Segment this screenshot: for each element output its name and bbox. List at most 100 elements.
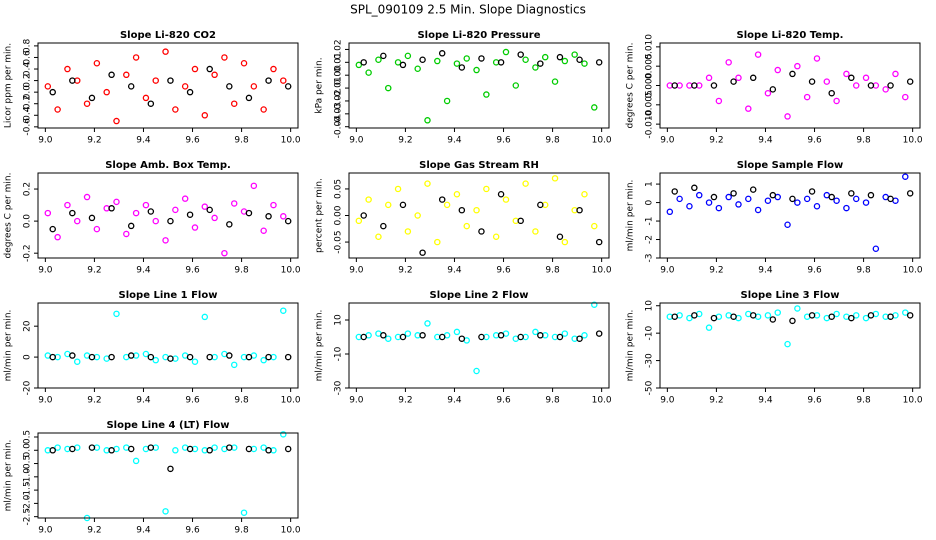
y-axis-label: kPa per min. bbox=[315, 57, 325, 113]
point bbox=[833, 197, 840, 204]
point bbox=[725, 193, 732, 201]
x-tick-label: 9.4 bbox=[447, 266, 462, 276]
x-tick-label: 9.8 bbox=[545, 396, 560, 406]
point bbox=[443, 97, 451, 105]
point bbox=[191, 224, 199, 231]
panel-title: Slope Line 1 Flow bbox=[119, 290, 218, 301]
point bbox=[581, 60, 588, 67]
point bbox=[123, 230, 130, 238]
point bbox=[754, 206, 762, 214]
point bbox=[142, 201, 150, 209]
point bbox=[591, 301, 598, 308]
y-axis-label: ml/min per min. bbox=[4, 440, 14, 512]
point bbox=[284, 353, 292, 361]
point bbox=[226, 221, 233, 228]
point bbox=[103, 88, 110, 96]
point bbox=[108, 447, 115, 454]
point bbox=[230, 200, 238, 207]
point bbox=[147, 444, 155, 451]
point bbox=[284, 445, 292, 453]
x-tick-label: 9.0 bbox=[38, 396, 53, 406]
point bbox=[745, 105, 752, 112]
point bbox=[551, 78, 559, 85]
point bbox=[794, 62, 801, 70]
x-tick-label: 9.6 bbox=[496, 266, 511, 276]
plot-frame bbox=[37, 302, 299, 389]
point bbox=[265, 447, 272, 454]
point bbox=[226, 352, 233, 359]
point bbox=[691, 312, 698, 319]
point bbox=[478, 55, 485, 62]
point bbox=[360, 59, 367, 66]
x-tick-label: 9.8 bbox=[234, 266, 249, 276]
point bbox=[147, 100, 155, 107]
point bbox=[833, 97, 840, 105]
point bbox=[172, 447, 179, 454]
point bbox=[108, 353, 115, 361]
point bbox=[458, 335, 466, 342]
x-tick-label: 9.6 bbox=[185, 266, 200, 276]
point bbox=[167, 355, 174, 362]
point bbox=[591, 222, 598, 230]
x-tick-label: 10.0 bbox=[281, 526, 301, 536]
point bbox=[497, 190, 505, 198]
point bbox=[438, 50, 446, 57]
plot-frame bbox=[37, 42, 299, 129]
y-tick-label: -30 bbox=[645, 353, 655, 368]
y-tick-label: 10 bbox=[645, 300, 655, 312]
y-axis-label: Licor ppm per min. bbox=[4, 43, 14, 128]
point bbox=[517, 51, 524, 58]
x-tick-label: 9.4 bbox=[136, 526, 151, 536]
x-tick-label: 9.4 bbox=[136, 396, 151, 406]
point bbox=[424, 320, 431, 327]
y-tick-label: 0.005 bbox=[645, 53, 655, 79]
point bbox=[73, 217, 81, 225]
point bbox=[260, 227, 267, 234]
point bbox=[478, 333, 485, 341]
point bbox=[705, 199, 713, 206]
point bbox=[532, 64, 539, 71]
point bbox=[813, 203, 821, 210]
point bbox=[230, 100, 238, 107]
point bbox=[784, 221, 791, 228]
x-tick-label: 9.8 bbox=[234, 396, 249, 406]
y-axis-label: ml/min per min. bbox=[626, 180, 636, 252]
point bbox=[270, 65, 277, 73]
point bbox=[394, 59, 402, 66]
x-tick-label: 9.0 bbox=[660, 396, 675, 406]
point bbox=[591, 104, 598, 111]
point bbox=[49, 88, 56, 96]
point bbox=[872, 245, 880, 253]
point bbox=[211, 71, 218, 79]
y-tick-label: -0.01 bbox=[334, 76, 344, 99]
point bbox=[705, 324, 713, 331]
panel-title: Slope Amb. Box Temp. bbox=[105, 160, 231, 171]
point bbox=[64, 65, 71, 73]
y-tick-label: -0.2 bbox=[23, 244, 33, 262]
point bbox=[784, 340, 791, 348]
y-tick-label: -1 bbox=[645, 217, 655, 226]
point bbox=[848, 314, 855, 322]
point bbox=[828, 193, 835, 201]
point bbox=[399, 61, 407, 69]
point bbox=[522, 56, 529, 63]
point bbox=[355, 61, 363, 69]
point bbox=[458, 64, 466, 71]
point bbox=[360, 333, 367, 341]
point bbox=[483, 185, 490, 193]
point bbox=[745, 195, 752, 203]
point bbox=[483, 91, 490, 98]
point bbox=[142, 94, 150, 102]
point bbox=[167, 217, 174, 225]
point bbox=[142, 350, 150, 358]
point bbox=[848, 190, 855, 197]
panel-title: Slope Li-820 Pressure bbox=[417, 30, 540, 41]
point bbox=[49, 225, 56, 233]
point bbox=[473, 66, 480, 74]
point bbox=[280, 431, 287, 438]
point bbox=[769, 86, 777, 93]
point bbox=[867, 312, 875, 319]
point bbox=[671, 82, 678, 89]
y-tick-label: -1.0 bbox=[23, 468, 33, 486]
point bbox=[88, 94, 96, 102]
